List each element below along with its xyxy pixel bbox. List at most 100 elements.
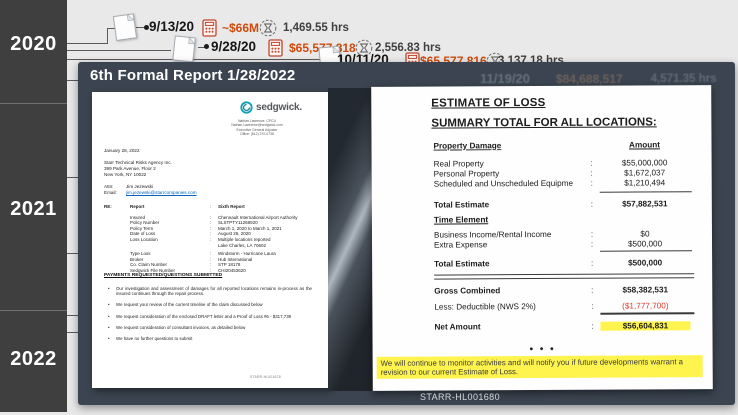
year-label-2021: 2021 bbox=[10, 198, 57, 220]
email-label: Email: bbox=[104, 190, 117, 195]
hourglass-icon bbox=[355, 39, 373, 57]
timeline-amount: ~$66M bbox=[222, 21, 260, 35]
letter-bullet: Our investigation and assessment of dama… bbox=[108, 286, 312, 296]
sedgwick-logo-text: sedgwick. bbox=[256, 102, 302, 113]
timeline-year-band: 2020 2021 2022 bbox=[0, 0, 67, 412]
connector-line bbox=[67, 315, 78, 316]
contact-line: Nathan Lawrence, CPCU bbox=[237, 119, 277, 123]
re-block: RE: Report : Sixth Report Insured: Chenna… bbox=[104, 204, 318, 274]
address-line: New York, NY 10022 bbox=[104, 171, 147, 177]
table-header-row: Property Damage Amount bbox=[433, 139, 661, 151]
letter-date: January 28, 2022 bbox=[104, 148, 140, 153]
contact-line: Office: (612) 270-0738 bbox=[240, 132, 274, 137]
email-link[interactable]: jim.jezewski@starrcompanies.com bbox=[126, 190, 197, 195]
year-divider bbox=[0, 310, 67, 311]
page-spine-shadow bbox=[328, 88, 374, 391]
panel-title: 6th Formal Report 1/28/2022 bbox=[90, 67, 296, 84]
timeline-date: 9/13/20 bbox=[149, 19, 195, 34]
timeline-date: 9/28/20 bbox=[211, 39, 257, 54]
calculator-icon bbox=[268, 39, 283, 57]
ghost-timeline-row: 11/19/20 $84,688,517 4,571.35 hrs bbox=[480, 71, 716, 86]
re-row: Insured: Chennault International Airport … bbox=[130, 214, 298, 220]
re-row: Loss Location: Multiple locations reporte… bbox=[130, 236, 271, 242]
re-row: Lake Charles, LA 70602 bbox=[218, 242, 267, 248]
table-row: Scheduled and Unscheduled Equipme: $1,210… bbox=[433, 177, 666, 189]
timeline-node-dot bbox=[144, 25, 149, 30]
table-row: Business Income/Rental Income: $0 bbox=[433, 228, 650, 240]
recipient-address: Starr Technical Risks Agency Inc. 399 Pa… bbox=[104, 160, 172, 177]
connector-line bbox=[67, 332, 78, 333]
letter-bullet: We request consideration of consultant i… bbox=[108, 325, 312, 330]
document-icon bbox=[172, 35, 196, 63]
table-row: Personal Property: $1,672,037 bbox=[433, 167, 666, 179]
attn-label: Attn: bbox=[104, 184, 114, 189]
table-row: Extra Expense: $500,000 bbox=[434, 238, 663, 250]
estimate-subtitle: SUMMARY TOTAL FOR ALL LOCATIONS: bbox=[431, 116, 657, 130]
table-row-net: Net Amount: $56,604,831 bbox=[434, 320, 696, 331]
year-label-2022: 2022 bbox=[10, 348, 57, 370]
letter-bates-number: STARR-HL001678 bbox=[250, 375, 281, 379]
table-row-deductible: Less: Deductible (NWS 2%): ($1,777,700) bbox=[434, 300, 669, 312]
letter-bullet: We request consideration of the enclosed… bbox=[108, 314, 312, 319]
sedgwick-logo-icon bbox=[240, 101, 253, 114]
connector-line bbox=[107, 28, 108, 44]
document-icon bbox=[112, 13, 138, 41]
email-row: Email: jim.jezewski@starrcompanies.com bbox=[104, 190, 197, 195]
calculator-icon bbox=[202, 19, 217, 37]
connector-line bbox=[67, 59, 322, 60]
timeline-hours: 1,469.55 hrs bbox=[283, 21, 349, 34]
re-row: RE: Report : Sixth Report bbox=[104, 204, 245, 209]
connector-line bbox=[107, 28, 117, 29]
re-row: Broker: Hub International bbox=[130, 256, 253, 262]
connector-line bbox=[67, 253, 78, 254]
timeline-node-dot bbox=[204, 44, 209, 49]
table-row-total: Total Estimate: $57,882,531 bbox=[433, 198, 668, 210]
letter-bullet-list: Our investigation and assessment of dama… bbox=[108, 286, 312, 347]
deductible-rule bbox=[600, 312, 695, 315]
contact-line: Nathan.Lawrence@sedgwick.com bbox=[231, 123, 283, 128]
timeline-date: 11/19/20 bbox=[480, 71, 530, 86]
attn-row: Attn: Jim Jezewski bbox=[104, 184, 153, 189]
sedgwick-logo: sedgwick. bbox=[240, 101, 302, 114]
attn-value: Jim Jezewski bbox=[126, 184, 154, 189]
re-row: Policy Number: SLSTPTY11268920 bbox=[130, 220, 258, 226]
address-line: 399 Park Avenue, Floor 2 bbox=[104, 165, 156, 171]
connector-line bbox=[136, 27, 146, 28]
time-element-heading: Time Element bbox=[433, 214, 489, 225]
subtotal-rule bbox=[599, 191, 692, 193]
report-panel: 6th Formal Report 1/28/2022 11/19/20 $84… bbox=[78, 62, 735, 405]
address-line: Starr Technical Risks Agency Inc. bbox=[104, 160, 172, 165]
timeline-hours: 4,571.35 hrs bbox=[650, 72, 717, 85]
adjuster-contact-block: Nathan Lawrence, CPCU Nathan.Lawrence@se… bbox=[202, 119, 312, 137]
estimate-title: ESTIMATE OF LOSS bbox=[431, 96, 546, 110]
table-row-total: Gross Combined: $58,382,531 bbox=[434, 284, 669, 296]
connector-line bbox=[67, 50, 171, 51]
re-row: Policy Term: March 1, 2020 to March 1, 20… bbox=[130, 225, 282, 231]
connector-line bbox=[67, 80, 78, 81]
estimate-document: ESTIMATE OF LOSS SUMMARY TOTAL FOR ALL L… bbox=[371, 85, 713, 391]
monitor-note-highlight: We will continue to monitor activities a… bbox=[376, 355, 703, 380]
re-row: Date of Loss: August 26, 2020 bbox=[130, 231, 251, 237]
bates-number: STARR-HL001680 bbox=[420, 392, 500, 402]
grand-total-rule bbox=[434, 273, 695, 280]
timeline-hours: 2,556.83 hrs bbox=[375, 41, 441, 54]
year-label-2020: 2020 bbox=[10, 33, 57, 55]
letter-bullet: We request your review of the current ti… bbox=[108, 302, 312, 307]
connector-line bbox=[67, 177, 78, 178]
hourglass-icon bbox=[259, 19, 277, 37]
letter-bullet: We have no further questions to submit bbox=[108, 336, 312, 341]
timeline-amount: $84,688,517 bbox=[555, 71, 623, 86]
re-row: Type Loss: Windstorm - Hurricane Laura bbox=[130, 251, 276, 257]
payments-section-heading: PAYMENTS REQUESTED/QUESTIONS SUBMITTED bbox=[104, 273, 223, 278]
re-label: RE: bbox=[104, 204, 112, 209]
connector-line bbox=[67, 43, 107, 44]
contact-line: Executive General Adjuster bbox=[236, 127, 278, 132]
year-divider bbox=[0, 103, 67, 104]
re-row: Co. Claim Number: STP 18178 bbox=[130, 262, 241, 268]
re-row: Sedgwick File Number: CHI20453620 bbox=[130, 267, 246, 273]
continuation-ellipsis: • • • bbox=[529, 343, 556, 356]
table-row-total: Total Estimate: $500,000 bbox=[434, 257, 663, 269]
connector-line bbox=[198, 47, 206, 48]
estimate-table: Property Damage Amount Real Property: $55… bbox=[433, 139, 696, 331]
